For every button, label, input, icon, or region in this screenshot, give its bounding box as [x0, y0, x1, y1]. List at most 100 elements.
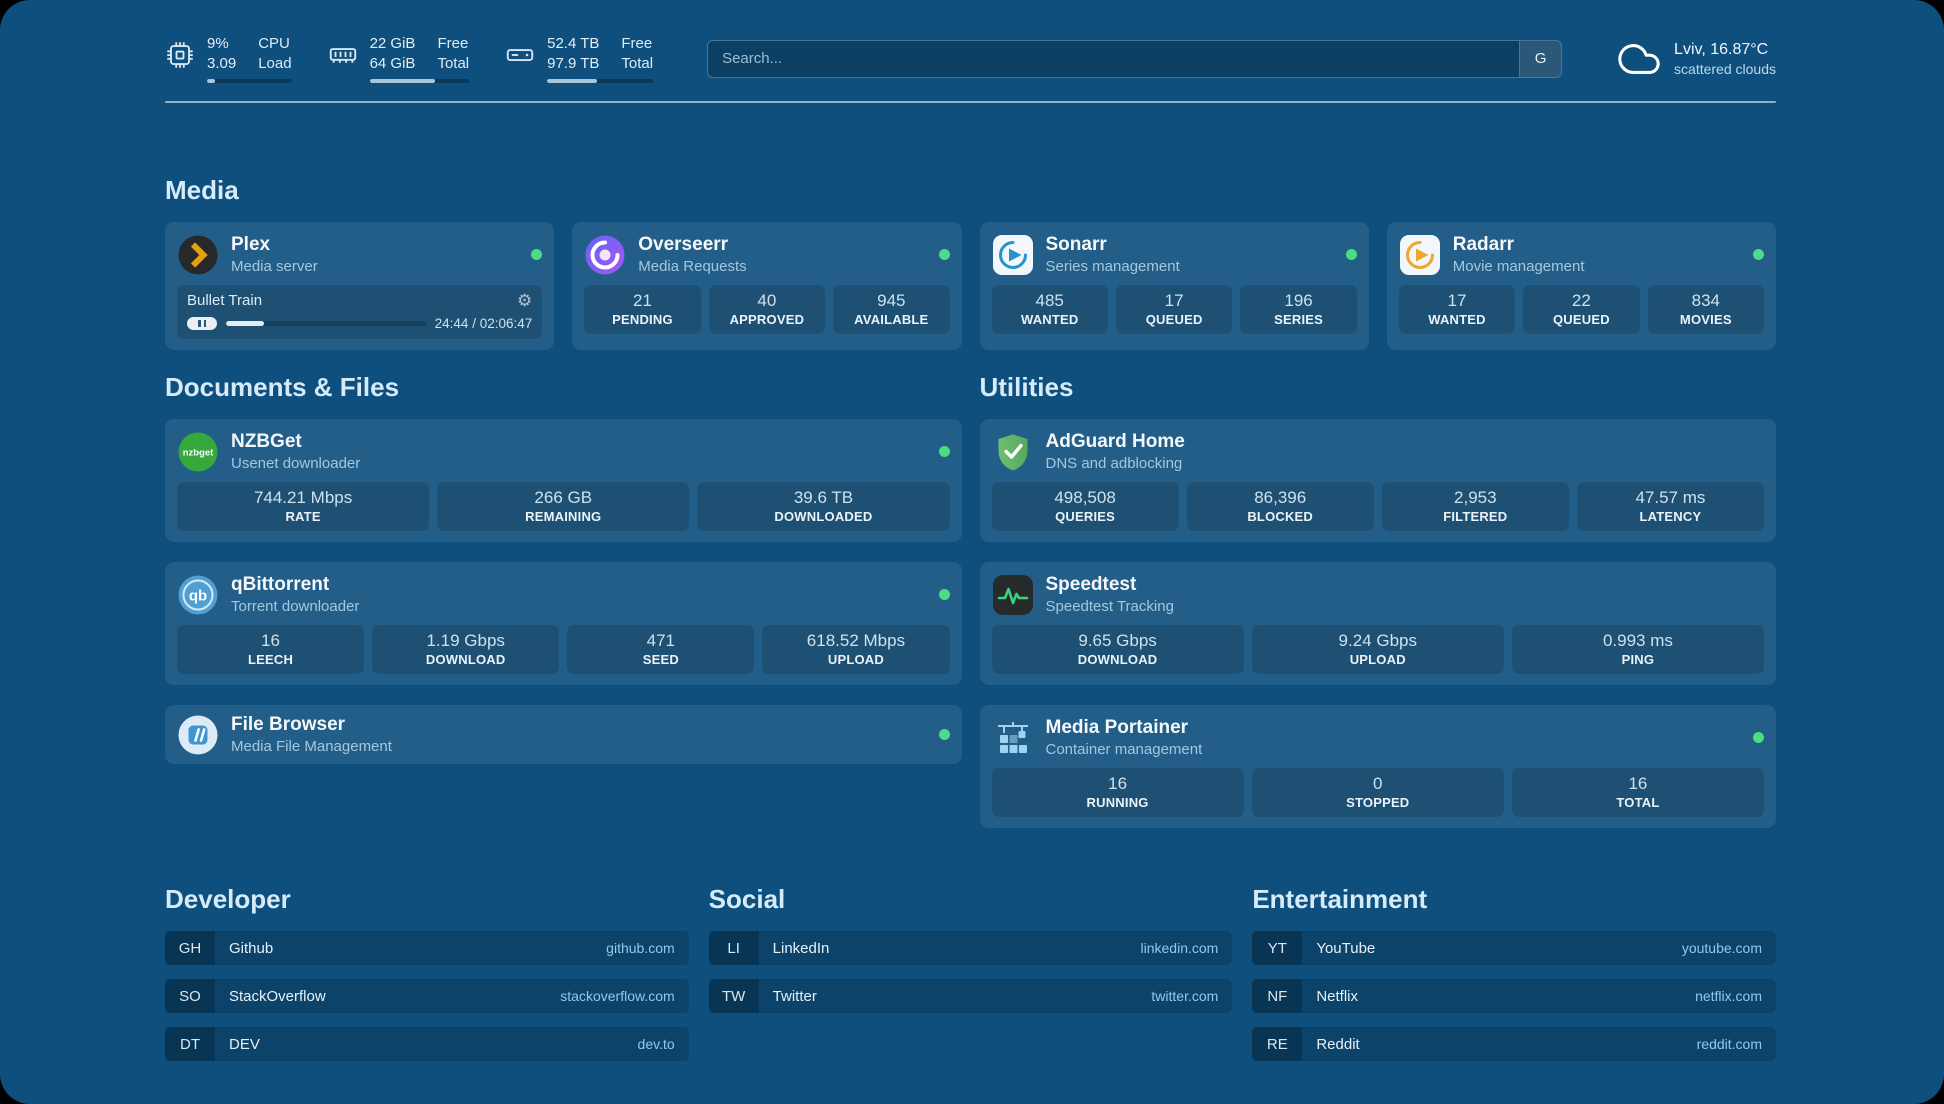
- disk-free-value: 52.4 TB: [547, 35, 600, 52]
- weather-widget: Lviv, 16.87°C scattered clouds: [1616, 36, 1776, 82]
- bookmark-abbr: YT: [1252, 931, 1303, 965]
- app-subtitle: Container management: [1045, 741, 1203, 758]
- cpu-icon: [167, 42, 193, 68]
- app-name: Overseerr: [638, 234, 729, 255]
- bookmark-domain: dev.to: [637, 1036, 675, 1052]
- stat-value: 471: [646, 631, 675, 650]
- stat-upload: 618.52 Mbps UPLOAD: [762, 625, 950, 674]
- service-card-sonarr[interactable]: Sonarr Series management 485 WANTED 17 Q…: [979, 222, 1369, 350]
- service-card-speedtest[interactable]: Speedtest Speedtest Tracking 9.65 Gbps D…: [979, 562, 1776, 685]
- app-name: AdGuard Home: [1045, 431, 1185, 452]
- disk-widget: 52.4 TB Free 97.9 TB Total: [505, 34, 654, 83]
- bookmark-twitter[interactable]: TW Twitter twitter.com: [708, 979, 1233, 1013]
- playback-progress-bar: [226, 321, 426, 326]
- section-utilities: Utilities AdGuard Home: [979, 372, 1776, 828]
- stat-value: 0: [1373, 774, 1383, 793]
- memory-widget: 22 GiB Free 64 GiB Total: [328, 34, 470, 83]
- status-dot: [1345, 249, 1357, 260]
- bookmark-name: Reddit: [1316, 1035, 1360, 1053]
- bookmark-reddit[interactable]: RE Reddit reddit.com: [1252, 1027, 1776, 1061]
- bookmark-stackoverflow[interactable]: SO StackOverflow stackoverflow.com: [165, 979, 689, 1013]
- pause-icon[interactable]: [187, 317, 217, 330]
- service-card-radarr[interactable]: Radarr Movie management 17 WANTED 22 QUE…: [1386, 222, 1776, 350]
- stat-leech: 16 LEECH: [177, 625, 365, 674]
- stat-label: UPLOAD: [1349, 652, 1406, 667]
- stat-value: 17: [1447, 291, 1467, 310]
- service-card-plex[interactable]: Plex Media server Bullet Train ⚙ 24:44 /…: [165, 222, 555, 350]
- bookmark-domain: reddit.com: [1696, 1036, 1762, 1052]
- bookmark-abbr: LI: [708, 931, 759, 965]
- stat-label: MOVIES: [1679, 312, 1732, 327]
- stat-stopped: 0 STOPPED: [1251, 768, 1504, 817]
- cpu-widget: 9% CPU 3.09 Load: [165, 34, 292, 83]
- service-card-adguard[interactable]: AdGuard Home DNS and adblocking 498,508 …: [979, 419, 1776, 542]
- bookmark-github[interactable]: GH Github github.com: [165, 931, 689, 965]
- stat-label: DOWNLOAD: [1077, 652, 1158, 667]
- stat-label: LEECH: [248, 652, 294, 667]
- stat-value: 21: [633, 291, 652, 310]
- stat-label: QUEUED: [1552, 312, 1610, 327]
- app-name: NZBGet: [231, 431, 302, 452]
- settings-gear-icon[interactable]: ⚙: [517, 291, 533, 310]
- stat-value: 834: [1691, 291, 1720, 310]
- bookmark-domain: youtube.com: [1681, 940, 1762, 956]
- search-bar[interactable]: G: [707, 39, 1563, 78]
- stat-label: STOPPED: [1346, 795, 1410, 810]
- service-card-qbittorrent[interactable]: qb qBittorrent Torrent downloader 16 LEE…: [165, 562, 962, 685]
- service-card-nzbget[interactable]: nzbget NZBGet Usenet downloader 744.21 M…: [165, 419, 962, 542]
- status-dot: [938, 446, 950, 457]
- stat-ping: 0.993 ms PING: [1511, 625, 1765, 674]
- bookmark-netflix[interactable]: NF Netflix netflix.com: [1252, 979, 1776, 1013]
- bookmark-dev[interactable]: DT DEV dev.to: [165, 1027, 689, 1061]
- stat-label: BLOCKED: [1247, 509, 1314, 524]
- app-subtitle: Media Requests: [638, 258, 747, 275]
- stat-label: LATENCY: [1639, 509, 1702, 524]
- plex-now-playing: Bullet Train ⚙ 24:44 / 02:06:47: [177, 285, 543, 339]
- top-bar: 9% CPU 3.09 Load 22 GiB Free 64 GiB: [165, 34, 1776, 83]
- bookmark-abbr: SO: [165, 979, 215, 1013]
- cloud-icon: [1618, 43, 1660, 74]
- stat-pending: 21 PENDING: [584, 285, 701, 334]
- stat-label: TOTAL: [1616, 795, 1660, 810]
- bookmark-domain: stackoverflow.com: [560, 988, 675, 1004]
- stat-download: 9.65 Gbps DOWNLOAD: [991, 625, 1244, 674]
- stat-label: REMAINING: [525, 509, 602, 524]
- stat-label: DOWNLOAD: [425, 652, 506, 667]
- service-card-portainer[interactable]: Media Portainer Container management 16 …: [979, 705, 1776, 828]
- search-input[interactable]: [708, 40, 1520, 77]
- stat-label: FILTERED: [1443, 509, 1508, 524]
- stat-value: 498,508: [1054, 488, 1116, 507]
- bookmark-name: StackOverflow: [229, 987, 326, 1005]
- app-subtitle: Speedtest Tracking: [1045, 598, 1174, 615]
- stat-value: 9.65 Gbps: [1078, 631, 1157, 650]
- qbittorrent-icon: qb: [178, 575, 218, 614]
- bookmark-youtube[interactable]: YT YouTube youtube.com: [1252, 931, 1776, 965]
- bookmark-group-entertainment: Entertainment YT YouTube youtube.com NF …: [1252, 884, 1776, 1075]
- stat-value: 16: [1628, 774, 1648, 793]
- service-card-filebrowser[interactable]: File Browser Media File Management: [165, 705, 962, 764]
- stat-queued: 22 QUEUED: [1523, 285, 1640, 334]
- stat-remaining: 266 GB REMAINING: [437, 482, 690, 531]
- stat-value: 47.57 ms: [1635, 488, 1706, 507]
- stat-wanted: 485 WANTED: [991, 285, 1108, 334]
- app-name: qBittorrent: [231, 574, 330, 595]
- stat-label: AVAILABLE: [854, 312, 929, 327]
- bookmark-name: LinkedIn: [772, 939, 830, 957]
- bookmark-group-social: Social LI LinkedIn linkedin.com TW Twitt…: [708, 884, 1233, 1075]
- app-name: Plex: [231, 234, 271, 255]
- app-name: Sonarr: [1045, 234, 1107, 255]
- overseerr-icon: [585, 235, 625, 274]
- plex-icon: [178, 235, 218, 274]
- memory-icon: [329, 48, 356, 63]
- stat-filtered: 2,953 FILTERED: [1381, 482, 1569, 531]
- search-provider-button[interactable]: G: [1519, 40, 1562, 77]
- service-card-overseerr[interactable]: Overseerr Media Requests 21 PENDING 40 A…: [572, 222, 962, 350]
- app-subtitle: Media File Management: [231, 738, 392, 755]
- disk-total-value: 97.9 TB: [547, 55, 600, 72]
- bookmark-domain: netflix.com: [1695, 988, 1762, 1004]
- bookmark-linkedin[interactable]: LI LinkedIn linkedin.com: [708, 931, 1233, 965]
- stat-value: 1.19 Gbps: [426, 631, 505, 650]
- bookmark-group-title: Social: [708, 884, 786, 914]
- stat-approved: 40 APPROVED: [708, 285, 826, 334]
- stat-running: 16 RUNNING: [991, 768, 1244, 817]
